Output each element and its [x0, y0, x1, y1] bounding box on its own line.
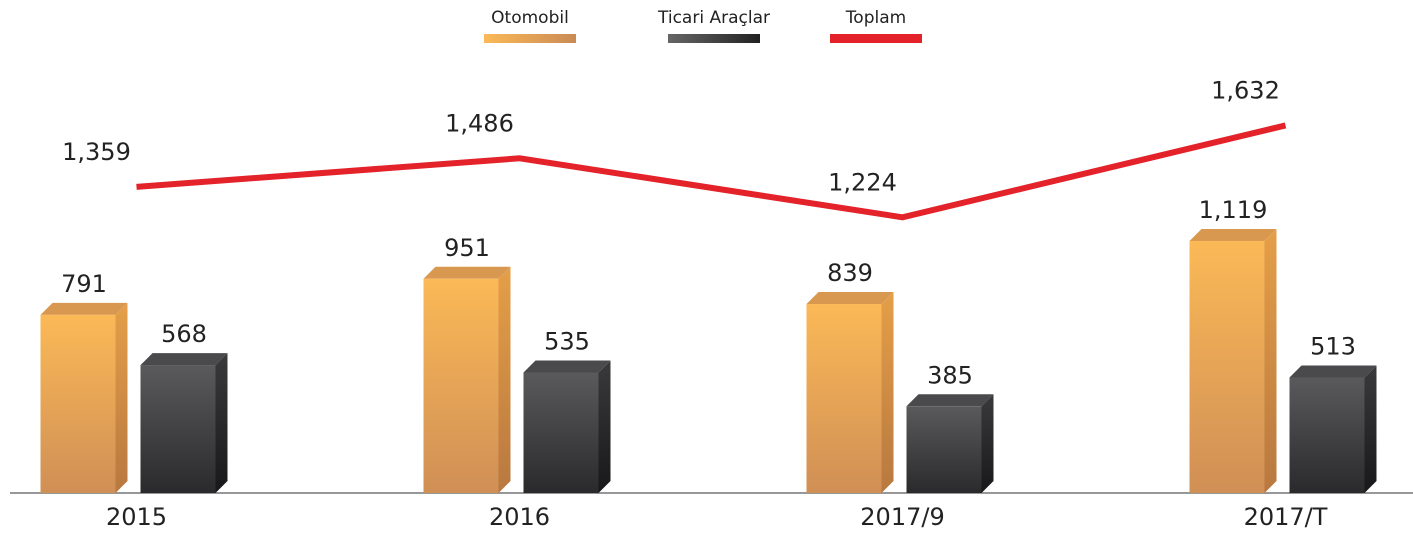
data-label: 385 — [927, 361, 973, 389]
bar — [806, 292, 894, 493]
bar-face — [215, 353, 228, 493]
bar-face — [423, 278, 499, 493]
bar-face — [140, 365, 216, 493]
bar-face — [806, 292, 894, 305]
bar-face — [140, 353, 228, 366]
bar-face — [598, 360, 611, 493]
bar-face — [1289, 365, 1377, 378]
data-label: 513 — [1310, 332, 1356, 360]
x-tick-label: 2017/9 — [860, 503, 944, 531]
x-tick-label: 2016 — [489, 503, 550, 531]
bar-face — [115, 302, 128, 493]
data-label: 1,224 — [828, 168, 897, 196]
legend-swatch — [830, 34, 922, 43]
bar — [40, 302, 128, 493]
bar-face — [1264, 228, 1277, 494]
bar — [906, 394, 994, 493]
bar-face — [498, 266, 511, 493]
bar-face — [40, 302, 128, 315]
bar-face — [40, 314, 116, 493]
legend-swatch — [668, 34, 760, 43]
legend-label: Otomobil — [491, 8, 569, 28]
line — [136, 122, 1287, 221]
data-label: 839 — [827, 259, 873, 287]
bar — [1189, 228, 1277, 494]
bar — [423, 266, 511, 493]
bar-face — [906, 394, 994, 407]
data-label: 1,359 — [62, 138, 131, 166]
bar-face — [806, 304, 882, 493]
bar — [1289, 365, 1377, 493]
data-label: 1,119 — [1199, 196, 1268, 224]
bar-face — [523, 360, 611, 373]
x-tick-label: 2017/T — [1244, 503, 1328, 531]
legend-label: Ticari Araçlar — [657, 8, 770, 28]
bar-face — [906, 406, 982, 493]
bar-face — [981, 394, 994, 493]
bar — [140, 353, 228, 493]
data-label: 791 — [61, 270, 107, 298]
legend-swatch — [484, 34, 576, 43]
bar-face — [1289, 377, 1365, 493]
data-label: 568 — [161, 320, 207, 348]
bar-face — [1189, 228, 1277, 241]
legend-label: Toplam — [845, 8, 906, 28]
bar-face — [423, 266, 511, 279]
x-tick-label: 2015 — [106, 503, 167, 531]
bar-face — [881, 292, 894, 493]
bar — [523, 360, 611, 493]
bar-face — [1364, 365, 1377, 493]
data-label: 1,632 — [1211, 76, 1280, 104]
bar-face — [523, 372, 599, 493]
data-label: 951 — [444, 234, 490, 262]
data-label: 1,486 — [445, 109, 514, 137]
bar-face — [1189, 240, 1265, 493]
data-label: 535 — [544, 327, 590, 355]
